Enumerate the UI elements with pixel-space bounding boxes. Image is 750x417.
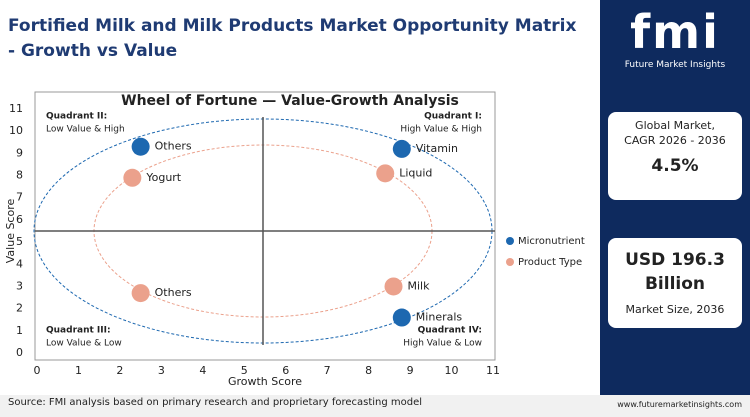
x-tick-label: 3: [158, 364, 165, 377]
y-tick-label: 7: [16, 191, 23, 204]
point-label: Yogurt: [145, 171, 181, 184]
chart: Wheel of Fortune — Value-Growth Analysis…: [4, 91, 585, 388]
y-tick-label: 11: [9, 102, 23, 115]
point: [131, 137, 150, 156]
point-label: Minerals: [416, 311, 463, 324]
brand: Future Market Insights: [624, 60, 726, 70]
point-label: Liquid: [399, 166, 432, 179]
quadrant-title: Quadrant I:: [424, 112, 482, 122]
point: [376, 164, 395, 183]
source: Source: FMI analysis based on primary re…: [8, 397, 423, 408]
url: www.futuremarketinsights.com: [617, 400, 742, 409]
quadrant-desc: Low Value & High: [46, 125, 125, 135]
y-tick-label: 10: [9, 124, 23, 137]
y-axis-label: Value Score: [4, 199, 17, 264]
point: [392, 139, 411, 158]
quadrant-title: Quadrant III:: [46, 326, 111, 336]
cagr-value: 4.5%: [651, 156, 699, 176]
point: [131, 284, 150, 303]
quadrant-title: Quadrant IV:: [418, 326, 482, 336]
logo-mark: fmi: [630, 5, 720, 59]
point-label: Others: [155, 286, 192, 299]
quadrant-desc: Low Value & Low: [46, 339, 122, 349]
cagr-label: Global Market, CAGR 2026 - 2036: [624, 119, 726, 147]
y-tick-label: 5: [16, 235, 23, 248]
x-tick-label: 8: [365, 364, 372, 377]
quadrant-title: Quadrant II:: [46, 112, 107, 122]
x-tick-label: 9: [407, 364, 414, 377]
point: [392, 308, 411, 327]
y-tick-label: 4: [16, 257, 23, 270]
legend-swatch: [506, 237, 514, 245]
y-tick-label: 3: [16, 279, 23, 292]
sidebar: fmi Future Market Insights Global Market,…: [600, 0, 750, 395]
size-label: Market Size, 2036: [625, 303, 725, 316]
x-tick-label: 5: [241, 364, 248, 377]
x-tick-label: 4: [199, 364, 206, 377]
legend-label: Product Type: [518, 257, 582, 268]
quadrant-desc: High Value & Low: [403, 339, 482, 349]
logo: fmi Future Market Insights: [600, 4, 750, 70]
y-tick-label: 1: [16, 324, 23, 337]
point-label: Others: [155, 140, 192, 153]
size-card: USD 196.3 Billion Market Size, 2036: [608, 238, 742, 328]
point-label: Vitamin: [416, 142, 458, 155]
page-title: Fortified Milk and Milk Products Market …: [8, 16, 577, 61]
x-tick-label: 6: [282, 364, 289, 377]
x-tick-label: 11: [486, 364, 500, 377]
x-axis-label: Growth Score: [228, 375, 302, 388]
y-tick-label: 9: [16, 146, 23, 159]
x-tick-label: 2: [116, 364, 123, 377]
size-value: USD 196.3 Billion: [625, 250, 725, 294]
x-tick-label: 0: [34, 364, 41, 377]
point-label: Milk: [408, 279, 431, 292]
plot-frame: [34, 91, 496, 361]
x-tick-label: 7: [324, 364, 331, 377]
footer: Source: FMI analysis based on primary re…: [0, 395, 750, 417]
y-tick-label: 8: [16, 169, 23, 182]
x-tick-label: 10: [445, 364, 459, 377]
chart-title: Wheel of Fortune — Value-Growth Analysis: [121, 93, 459, 109]
legend-label: Micronutrient: [518, 236, 585, 247]
point: [123, 168, 142, 187]
legend-swatch: [506, 258, 514, 266]
y-tick-label: 2: [16, 302, 23, 315]
x-tick-label: 1: [75, 364, 82, 377]
cagr-card: Global Market, CAGR 2026 - 2036 4.5%: [608, 112, 742, 200]
y-tick-label: 6: [16, 213, 23, 226]
y-tick-label: 0: [16, 346, 23, 359]
point: [384, 277, 403, 296]
quadrant-desc: High Value & High: [400, 125, 482, 135]
